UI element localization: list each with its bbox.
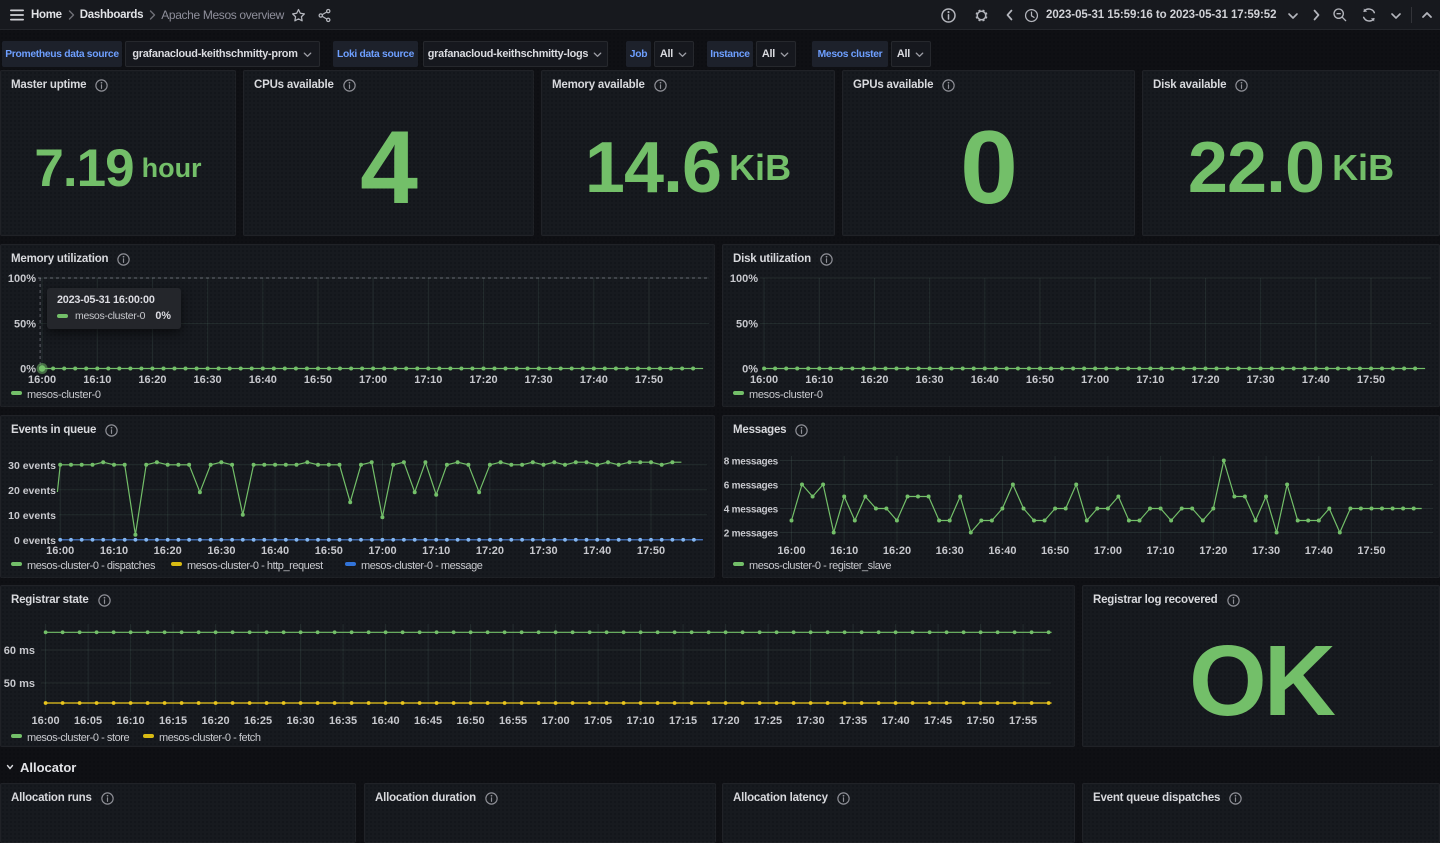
svg-text:16:50: 16:50 [1041, 545, 1069, 557]
svg-text:16:35: 16:35 [329, 715, 357, 727]
svg-text:17:30: 17:30 [797, 715, 825, 727]
svg-text:17:50: 17:50 [1357, 545, 1385, 557]
svg-text:16:10: 16:10 [117, 715, 145, 727]
svg-text:17:00: 17:00 [368, 545, 396, 557]
svg-text:16:30: 16:30 [194, 374, 222, 386]
svg-text:17:35: 17:35 [839, 715, 867, 727]
svg-text:16:40: 16:40 [971, 374, 999, 386]
svg-text:17:10: 17:10 [1147, 545, 1175, 557]
svg-text:10 events: 10 events [8, 510, 56, 522]
svg-text:16:30: 16:30 [916, 374, 944, 386]
svg-text:16:40: 16:40 [261, 545, 289, 557]
svg-text:16:10: 16:10 [830, 545, 858, 557]
svg-text:mesos-cluster-0 - message: mesos-cluster-0 - message [361, 560, 483, 572]
svg-text:17:50: 17:50 [635, 374, 663, 386]
svg-text:60 ms: 60 ms [4, 645, 35, 657]
svg-text:0 events: 0 events [14, 535, 56, 547]
svg-text:16:00: 16:00 [28, 374, 56, 386]
svg-text:mesos-cluster-0 - dispatches: mesos-cluster-0 - dispatches [27, 560, 156, 572]
svg-text:8 messages: 8 messages [724, 457, 779, 468]
svg-text:mesos-cluster-0 - store: mesos-cluster-0 - store [27, 732, 129, 744]
svg-text:16:00: 16:00 [46, 545, 74, 557]
svg-text:17:40: 17:40 [583, 545, 611, 557]
svg-text:17:45: 17:45 [924, 715, 952, 727]
svg-text:50%: 50% [736, 319, 758, 331]
svg-text:17:20: 17:20 [1199, 545, 1227, 557]
svg-text:17:25: 17:25 [754, 715, 782, 727]
svg-text:17:30: 17:30 [529, 545, 557, 557]
svg-text:17:40: 17:40 [1302, 374, 1330, 386]
svg-text:16:10: 16:10 [83, 374, 111, 386]
svg-text:16:25: 16:25 [244, 715, 272, 727]
svg-text:mesos-cluster-0 - http_request: mesos-cluster-0 - http_request [187, 560, 323, 572]
svg-text:17:00: 17:00 [1081, 374, 1109, 386]
svg-text:17:40: 17:40 [1305, 545, 1333, 557]
svg-text:16:50: 16:50 [457, 715, 485, 727]
svg-text:mesos-cluster-0 - fetch: mesos-cluster-0 - fetch [159, 732, 261, 744]
svg-text:16:50: 16:50 [315, 545, 343, 557]
svg-text:6 messages: 6 messages [724, 481, 779, 492]
svg-text:17:50: 17:50 [1357, 374, 1385, 386]
svg-text:20 events: 20 events [8, 485, 56, 497]
svg-text:17:20: 17:20 [712, 715, 740, 727]
svg-text:16:00: 16:00 [32, 715, 60, 727]
svg-text:16:50: 16:50 [1026, 374, 1054, 386]
svg-text:16:10: 16:10 [100, 545, 128, 557]
svg-text:17:10: 17:10 [1136, 374, 1164, 386]
svg-text:mesos-cluster-0: mesos-cluster-0 [749, 389, 823, 401]
svg-text:17:40: 17:40 [882, 715, 910, 727]
svg-text:16:20: 16:20 [883, 545, 911, 557]
svg-text:16:05: 16:05 [74, 715, 102, 727]
svg-text:16:45: 16:45 [414, 715, 442, 727]
svg-text:17:10: 17:10 [414, 374, 442, 386]
svg-text:mesos-cluster-0: mesos-cluster-0 [27, 389, 101, 401]
svg-text:17:30: 17:30 [1252, 545, 1280, 557]
svg-text:16:15: 16:15 [159, 715, 187, 727]
svg-text:16:40: 16:40 [249, 374, 277, 386]
svg-text:16:00: 16:00 [777, 545, 805, 557]
svg-text:100%: 100% [8, 273, 36, 285]
svg-text:17:40: 17:40 [580, 374, 608, 386]
svg-text:16:00: 16:00 [750, 374, 778, 386]
svg-text:16:20: 16:20 [202, 715, 230, 727]
svg-text:16:20: 16:20 [138, 374, 166, 386]
svg-text:16:10: 16:10 [805, 374, 833, 386]
svg-text:16:30: 16:30 [936, 545, 964, 557]
svg-text:16:20: 16:20 [154, 545, 182, 557]
svg-text:50%: 50% [14, 319, 36, 331]
svg-text:4 messages: 4 messages [724, 505, 779, 516]
svg-text:17:55: 17:55 [1009, 715, 1037, 727]
svg-text:17:50: 17:50 [637, 545, 665, 557]
svg-text:17:10: 17:10 [627, 715, 655, 727]
svg-text:16:50: 16:50 [304, 374, 332, 386]
svg-text:17:30: 17:30 [1247, 374, 1275, 386]
svg-text:16:40: 16:40 [372, 715, 400, 727]
svg-text:17:15: 17:15 [669, 715, 697, 727]
svg-text:16:30: 16:30 [287, 715, 315, 727]
svg-text:2 messages: 2 messages [724, 529, 779, 540]
svg-text:16:55: 16:55 [499, 715, 527, 727]
svg-text:17:20: 17:20 [469, 374, 497, 386]
svg-text:17:20: 17:20 [1191, 374, 1219, 386]
svg-text:30 events: 30 events [8, 460, 56, 472]
svg-text:17:00: 17:00 [542, 715, 570, 727]
svg-text:17:10: 17:10 [422, 545, 450, 557]
svg-text:17:30: 17:30 [525, 374, 553, 386]
svg-text:16:20: 16:20 [860, 374, 888, 386]
svg-text:mesos-cluster-0 - register_sla: mesos-cluster-0 - register_slave [749, 560, 891, 572]
svg-text:0%: 0% [742, 364, 758, 376]
svg-text:17:05: 17:05 [584, 715, 612, 727]
svg-text:17:20: 17:20 [476, 545, 504, 557]
svg-text:17:50: 17:50 [967, 715, 995, 727]
svg-text:17:00: 17:00 [359, 374, 387, 386]
svg-text:0%: 0% [20, 364, 36, 376]
svg-text:16:40: 16:40 [988, 545, 1016, 557]
svg-text:50 ms: 50 ms [4, 678, 35, 690]
svg-text:17:00: 17:00 [1094, 545, 1122, 557]
svg-text:100%: 100% [730, 273, 758, 285]
svg-text:16:30: 16:30 [207, 545, 235, 557]
